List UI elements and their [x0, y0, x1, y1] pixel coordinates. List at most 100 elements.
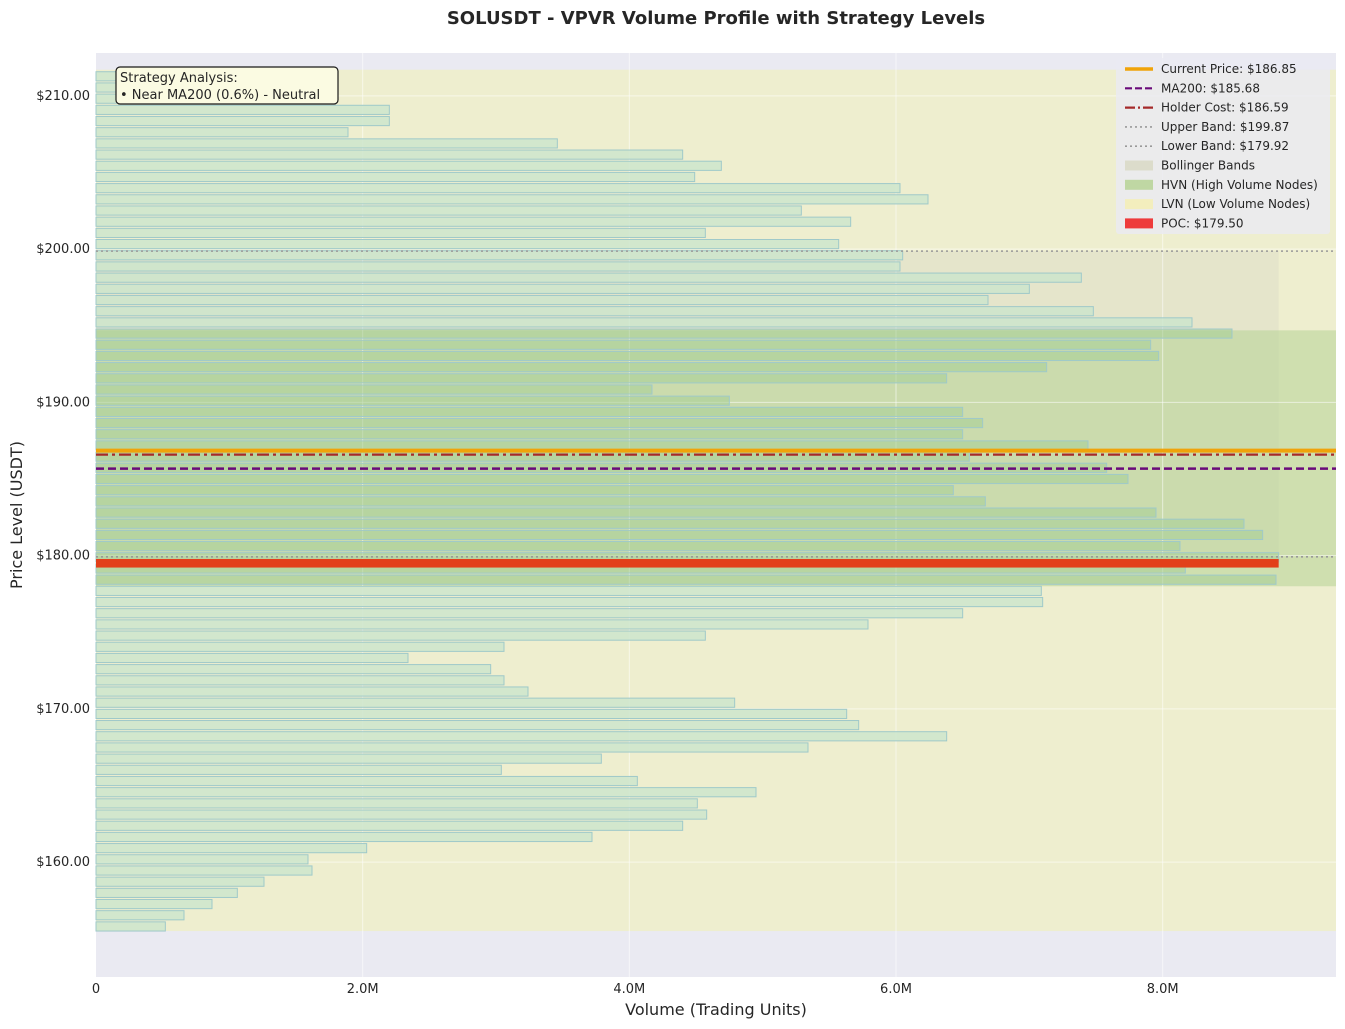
volume-bar: [95, 362, 1048, 373]
legend-label: MA200: $185.68: [1161, 81, 1260, 95]
volume-bar: [95, 787, 757, 798]
volume-bar: [95, 451, 970, 462]
volume-bar: [95, 854, 309, 865]
volume-bar: [95, 373, 948, 384]
legend-swatch: [1125, 179, 1153, 190]
volume-bar: [95, 630, 706, 641]
volume-bar: [95, 194, 929, 205]
volume-bar: [95, 429, 964, 440]
legend-label: POC: $179.50: [1161, 216, 1244, 230]
legend-label: Upper Band: $199.87: [1161, 120, 1289, 134]
volume-bar: [95, 339, 1152, 350]
volume-bar: [95, 283, 1030, 294]
y-tick-label: $200.00: [36, 242, 90, 257]
volume-bar: [95, 697, 736, 708]
legend-swatch: [1125, 218, 1153, 229]
volume-bar: [95, 183, 901, 194]
volume-bar: [95, 910, 185, 921]
volume-bar: [95, 496, 986, 507]
volume-bar: [95, 518, 1245, 529]
volume-bar: [95, 574, 1277, 585]
volume-bar: [95, 742, 809, 753]
chart-title: SOLUSDT - VPVR Volume Profile with Strat…: [447, 8, 985, 29]
volume-bar: [95, 731, 948, 742]
volume-bar: [95, 507, 1157, 518]
volume-bar: [95, 720, 860, 731]
legend: Current Price: $186.85 MA200: $185.68 Hold…: [1116, 58, 1330, 234]
y-tick-label: $180.00: [36, 549, 90, 564]
volume-bar: [95, 675, 505, 686]
legend-label: LVN (Low Volume Nodes): [1161, 197, 1310, 211]
volume-bar: [95, 350, 1160, 362]
volume-bar: [95, 585, 1042, 596]
volume-bar: [95, 239, 840, 250]
volume-bar: [95, 708, 848, 719]
volume-bar: [95, 775, 638, 787]
annotation-title: Strategy Analysis:: [120, 71, 238, 86]
volume-bar: [95, 820, 684, 831]
volume-bar: [95, 104, 390, 115]
volume-bar: [95, 160, 722, 171]
level-lines: [96, 250, 1336, 568]
volume-bar: [95, 865, 313, 876]
legend-swatch: [1125, 199, 1153, 210]
y-tick-label: $210.00: [36, 89, 90, 104]
volume-bar: [95, 753, 602, 764]
legend-label: Holder Cost: $186.59: [1161, 101, 1289, 115]
volume-bars: [95, 71, 1280, 932]
y-tick-label: $190.00: [36, 395, 90, 410]
volume-bar: [95, 306, 1094, 317]
volume-bar: [95, 619, 869, 630]
volume-bar: [95, 898, 213, 910]
x-tick-label: 8.0M: [1147, 982, 1179, 997]
volume-bar: [95, 764, 502, 775]
legend-label: Bollinger Bands: [1161, 159, 1255, 173]
volume-bar: [95, 921, 166, 932]
y-tick-label: $160.00: [36, 855, 90, 870]
volume-bar: [95, 798, 698, 809]
y-tick-label: $170.00: [36, 702, 90, 717]
volume-bar: [95, 250, 904, 261]
volume-bar: [95, 652, 409, 664]
volume-bar: [95, 417, 984, 429]
volume-bar: [95, 831, 593, 843]
y-axis-label: Price Level (USDT): [7, 441, 26, 589]
x-axis-label: Volume (Trading Units): [625, 1000, 807, 1019]
volume-bar: [95, 541, 1181, 552]
volume-bar: [95, 149, 684, 160]
legend-label: HVN (High Volume Nodes): [1161, 178, 1318, 192]
volume-bar: [95, 529, 1264, 541]
volume-bar: [95, 138, 558, 149]
volume-bar: [95, 328, 1233, 339]
volume-bar: [95, 115, 390, 127]
volume-bar: [95, 664, 492, 675]
volume-bar: [95, 216, 852, 227]
legend-label: Current Price: $186.85: [1161, 62, 1297, 76]
annotation-line: • Near MA200 (0.6%) - Neutral: [120, 88, 320, 103]
poc-bar: [96, 558, 1279, 568]
legend-label: Lower Band: $179.92: [1161, 139, 1289, 153]
volume-bar: [95, 384, 653, 395]
volume-bar: [95, 261, 901, 272]
volume-bar: [95, 876, 265, 887]
volume-bar: [95, 227, 706, 238]
annotation-background: [115, 66, 339, 105]
axis-ticks: 0 2.0M 4.0M 6.0M 8.0M $160.00 $170.00 $180.00 $1…: [36, 89, 1178, 997]
volume-bar: [95, 317, 1193, 328]
x-tick-label: 2.0M: [347, 982, 379, 997]
volume-bar: [95, 686, 529, 697]
volume-bar: [95, 171, 696, 183]
annotation-box: Strategy Analysis: • Near MA200 (0.6%) -…: [115, 66, 339, 105]
volume-bar: [95, 395, 730, 406]
volume-bar: [95, 406, 964, 417]
volume-bar: [95, 596, 1044, 608]
volume-bar: [95, 843, 368, 854]
x-tick-label: 0: [92, 982, 100, 997]
volume-bar: [95, 127, 349, 138]
legend-background: [1116, 58, 1330, 234]
x-tick-label: 6.0M: [880, 982, 912, 997]
volume-bar: [95, 294, 989, 306]
volume-bar: [95, 205, 802, 216]
volume-bar: [95, 473, 1129, 485]
